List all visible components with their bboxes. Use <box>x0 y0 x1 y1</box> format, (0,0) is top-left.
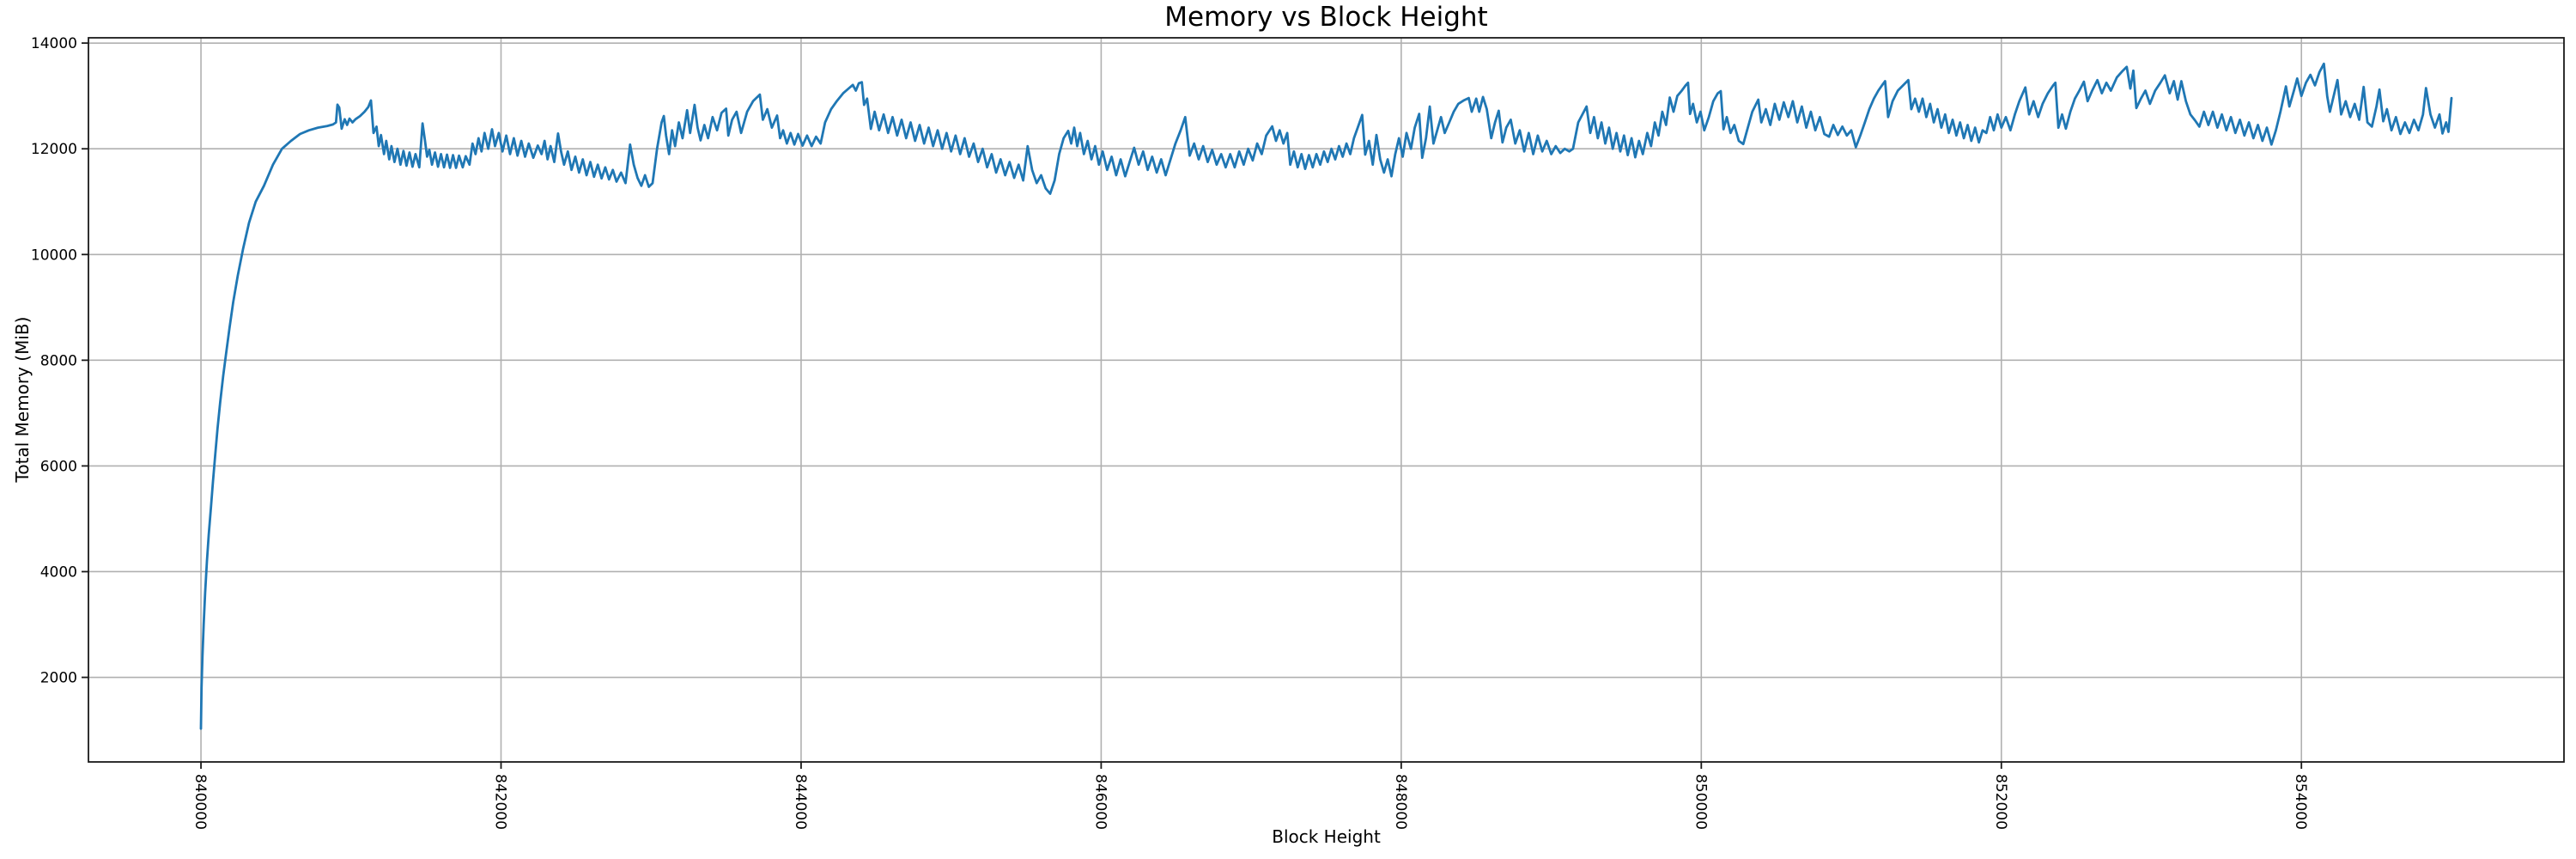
y-tick-label: 4000 <box>40 564 77 581</box>
x-tick-label: 844000 <box>792 774 809 830</box>
y-tick-label: 2000 <box>40 670 77 687</box>
x-tick-label: 848000 <box>1392 774 1409 830</box>
y-tick-label: 6000 <box>40 458 77 475</box>
x-axis-label: Block Height <box>1272 826 1381 847</box>
y-tick-label: 14000 <box>31 35 77 52</box>
x-tick-label: 842000 <box>492 774 509 830</box>
plot-spines <box>88 37 2565 763</box>
memory-series-line <box>199 62 2453 730</box>
x-tick-label: 840000 <box>191 774 209 830</box>
y-tick-label: 8000 <box>40 352 77 369</box>
y-tick-label: 12000 <box>31 141 77 158</box>
x-tick-label: 852000 <box>1992 774 2009 830</box>
x-tick-label: 854000 <box>2292 774 2309 830</box>
y-tick-label: 10000 <box>31 247 77 264</box>
y-axis-label: Total Memory (MiB) <box>12 316 33 483</box>
chart-title: Memory vs Block Height <box>1164 2 1488 33</box>
x-tick-label: 846000 <box>1091 774 1109 830</box>
x-tick-label: 850000 <box>1692 774 1709 830</box>
